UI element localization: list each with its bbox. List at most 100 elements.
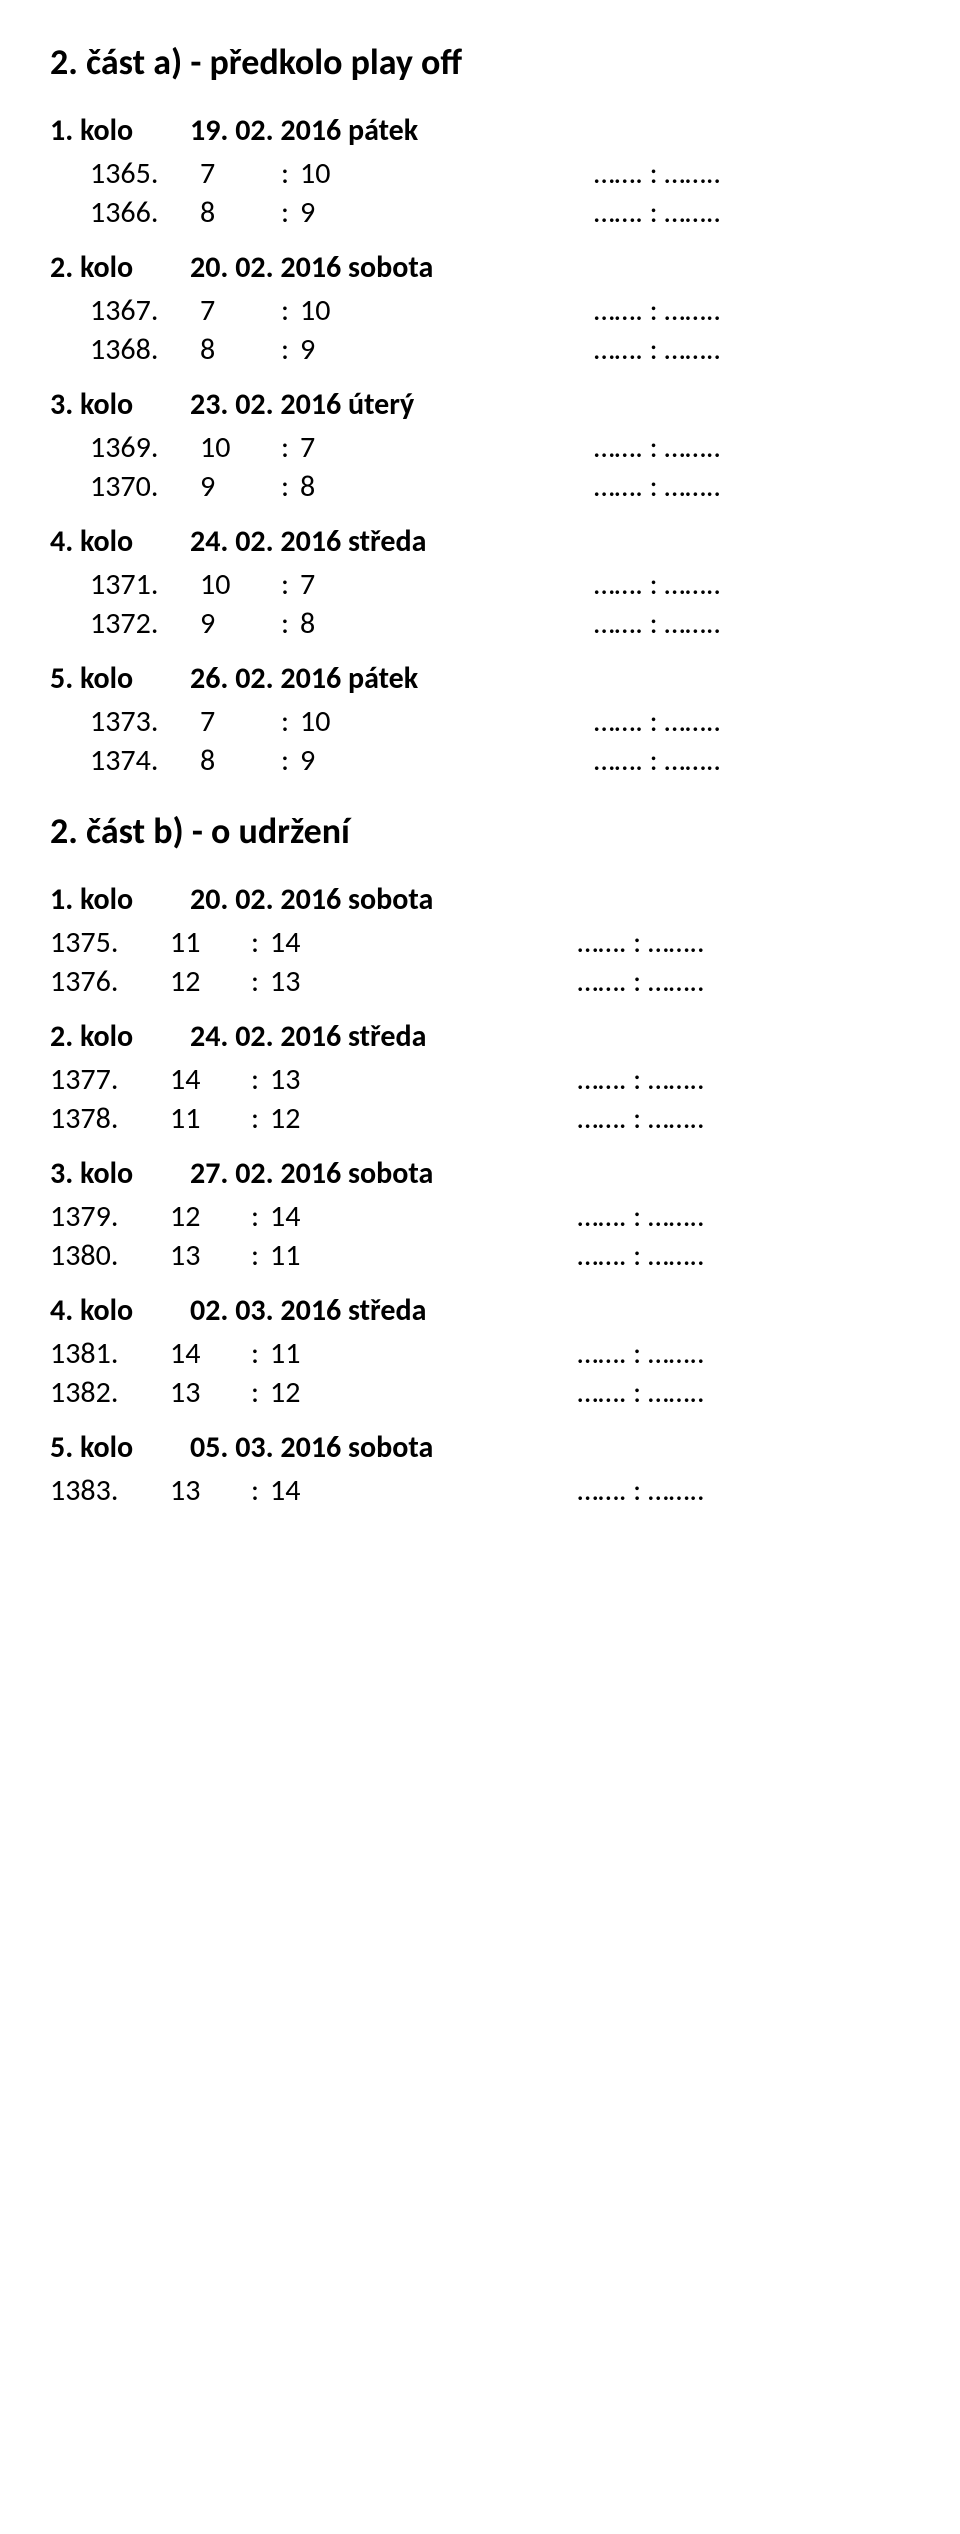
match-num: 1373. [90,703,200,740]
match-dots: ……. : …….. [594,566,721,603]
match-away: 9 [300,742,370,779]
match-num: 1382. [50,1374,170,1411]
match-home: 9 [200,605,270,642]
match-num: 1376. [50,963,170,1000]
round-label: 5. kolo [50,660,190,697]
match-away: 13 [270,963,340,1000]
round-label: 5. kolo [50,1429,190,1466]
match-num: 1371. [90,566,200,603]
section-a-title: 2. část a) - předkolo play off [50,40,910,84]
round-label: 4. kolo [50,1292,190,1329]
match-num: 1374. [90,742,200,779]
match-num: 1379. [50,1198,170,1235]
match-dots: ……. : …….. [577,1237,704,1274]
match-row: 1366.8:9 ……. : …….. [90,194,910,231]
match-away: 12 [270,1100,340,1137]
match-colon: : [240,1061,270,1098]
match-colon: : [240,963,270,1000]
round-label: 2. kolo [50,1018,190,1055]
match-num: 1383. [50,1472,170,1509]
round-label: 1. kolo [50,112,190,149]
match-dots: ……. : …….. [577,963,704,1000]
round-date: 05. 03. 2016 sobota [190,1429,433,1466]
match-row: 1374.8:9 ……. : …….. [90,742,910,779]
match-dots: ……. : …….. [594,331,721,368]
round-label: 4. kolo [50,523,190,560]
round-label: 1. kolo [50,881,190,918]
round-date: 27. 02. 2016 sobota [190,1155,433,1192]
match-num: 1370. [90,468,200,505]
match-away: 13 [270,1061,340,1098]
match-dots: ……. : …….. [577,1335,704,1372]
match-dots: ……. : …….. [594,155,721,192]
round-header: 2. kolo20. 02. 2016 sobota [50,249,910,286]
match-home: 13 [170,1472,240,1509]
round-header: 5. kolo05. 03. 2016 sobota [50,1429,910,1466]
match-away: 8 [300,605,370,642]
match-num: 1365. [90,155,200,192]
round-date: 24. 02. 2016 středa [190,1018,426,1055]
match-colon: : [270,429,300,466]
match-row: 1369.10:7 ……. : …….. [90,429,910,466]
match-colon: : [270,742,300,779]
match-away: 7 [300,566,370,603]
match-row: 1379.12:14 ……. : …….. [50,1198,910,1235]
match-num: 1367. [90,292,200,329]
match-dots: ……. : …….. [577,1061,704,1098]
round-date: 23. 02. 2016 úterý [190,386,414,423]
match-away: 9 [300,331,370,368]
section-b-title: 2. část b) - o udržení [50,809,910,853]
match-away: 14 [270,924,340,961]
match-colon: : [240,1237,270,1274]
match-row: 1377.14:13 ……. : …….. [50,1061,910,1098]
match-away: 10 [300,155,370,192]
match-colon: : [240,1472,270,1509]
match-away: 14 [270,1472,340,1509]
match-dots: ……. : …….. [577,924,704,961]
match-home: 10 [200,429,270,466]
match-row: 1383.13:14 ……. : …….. [50,1472,910,1509]
match-home: 7 [200,703,270,740]
round-header: 4. kolo02. 03. 2016 středa [50,1292,910,1329]
match-colon: : [240,924,270,961]
round-date: 20. 02. 2016 sobota [190,249,433,286]
match-home: 10 [200,566,270,603]
match-home: 7 [200,155,270,192]
match-away: 10 [300,292,370,329]
match-home: 12 [170,963,240,1000]
match-num: 1368. [90,331,200,368]
match-colon: : [270,605,300,642]
match-colon: : [240,1198,270,1235]
match-colon: : [240,1374,270,1411]
match-row: 1367.7:10 ……. : …….. [90,292,910,329]
match-row: 1376.12:13 ……. : …….. [50,963,910,1000]
match-away: 10 [300,703,370,740]
round-date: 02. 03. 2016 středa [190,1292,426,1329]
match-away: 14 [270,1198,340,1235]
round-date: 24. 02. 2016 středa [190,523,426,560]
match-home: 9 [200,468,270,505]
round-label: 3. kolo [50,1155,190,1192]
match-home: 11 [170,924,240,961]
match-dots: ……. : …….. [594,292,721,329]
match-num: 1377. [50,1061,170,1098]
match-away: 9 [300,194,370,231]
round-header: 3. kolo23. 02. 2016 úterý [50,386,910,423]
match-row: 1375.11:14 ……. : …….. [50,924,910,961]
round-label: 3. kolo [50,386,190,423]
match-num: 1366. [90,194,200,231]
match-home: 7 [200,292,270,329]
match-colon: : [270,194,300,231]
match-row: 1371.10:7 ……. : …….. [90,566,910,603]
match-colon: : [240,1100,270,1137]
match-row: 1372.9:8 ……. : …….. [90,605,910,642]
match-colon: : [270,331,300,368]
match-home: 11 [170,1100,240,1137]
match-row: 1373.7:10 ……. : …….. [90,703,910,740]
match-dots: ……. : …….. [594,605,721,642]
match-home: 12 [170,1198,240,1235]
match-num: 1369. [90,429,200,466]
round-date: 26. 02. 2016 pátek [190,660,418,697]
round-label: 2. kolo [50,249,190,286]
match-away: 11 [270,1237,340,1274]
